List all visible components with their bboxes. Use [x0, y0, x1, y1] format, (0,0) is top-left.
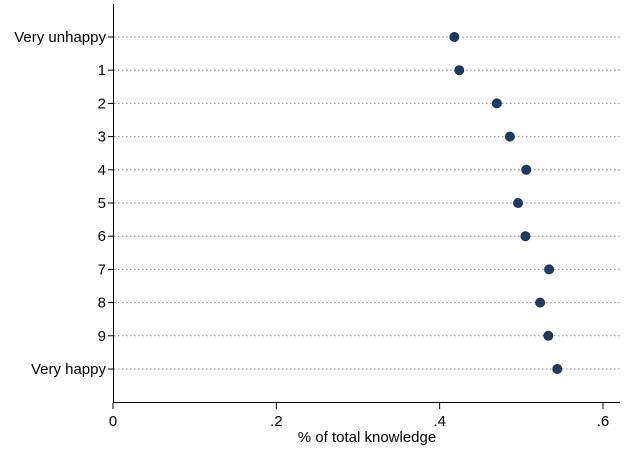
y-tick-label: 5	[98, 195, 106, 212]
y-tick-label: 8	[98, 295, 106, 312]
data-point	[504, 131, 515, 142]
y-tick-label: Very unhappy	[14, 29, 106, 46]
x-axis-title: % of total knowledge	[298, 429, 436, 446]
y-tick-label: 4	[98, 162, 106, 179]
y-tick-labels: Very unhappy 1 2 3 4 5 6 7 8 9 Very happy	[14, 29, 113, 378]
data-point	[513, 197, 524, 208]
data-point	[552, 363, 563, 374]
y-tick-label: 3	[98, 129, 106, 146]
y-tick-label: 2	[98, 95, 106, 112]
x-tick-label: .6	[597, 413, 610, 430]
data-point	[521, 164, 532, 175]
y-tick-label: Very happy	[31, 361, 107, 378]
x-tick-label: .4	[433, 413, 446, 430]
data-point	[535, 297, 546, 308]
axes	[113, 4, 620, 403]
y-tick-label: 6	[98, 228, 106, 245]
y-tick-label: 1	[98, 62, 106, 79]
data-points	[449, 32, 563, 374]
data-point	[449, 32, 460, 43]
data-point	[544, 264, 555, 275]
data-point	[543, 330, 554, 341]
data-point	[520, 231, 531, 242]
y-tick-label: 7	[98, 261, 106, 278]
data-point	[491, 98, 502, 109]
x-ticks: 0 .2 .4 .6	[109, 403, 609, 430]
data-point	[454, 65, 465, 76]
grid-lines	[114, 36, 620, 370]
x-tick-label: 0	[109, 413, 117, 430]
y-tick-label: 9	[98, 328, 106, 345]
x-tick-label: .2	[270, 413, 283, 430]
